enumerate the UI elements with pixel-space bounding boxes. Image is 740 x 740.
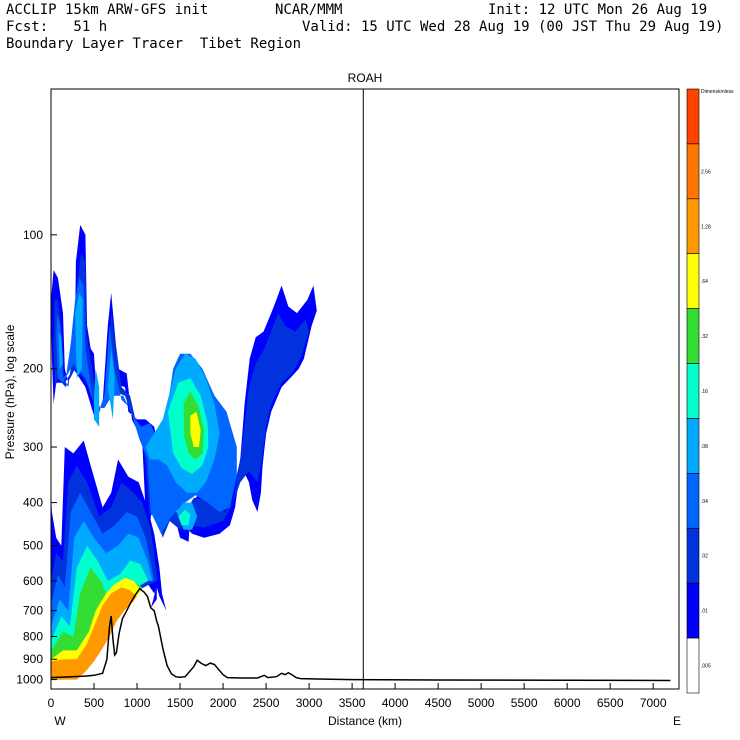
colorbar-label: .02 — [701, 554, 708, 560]
contour-band-.08 — [107, 348, 115, 420]
colorbar-label: .005 — [701, 664, 711, 670]
colorbar-swatch — [686, 637, 700, 694]
y-tick-label: 500 — [23, 539, 43, 553]
contour-band-1.28 — [51, 587, 137, 680]
x-tick-label: 2500 — [253, 696, 280, 710]
colorbar-label: .08 — [701, 444, 708, 450]
x-tick-label: 5000 — [468, 696, 495, 710]
chart-title: ROAH — [348, 71, 383, 85]
y-tick-label: 600 — [23, 574, 43, 588]
x-tick-label: 3500 — [339, 696, 366, 710]
colorbar-swatch — [686, 88, 700, 145]
colorbar-swatch — [686, 143, 700, 200]
y-tick-label: 300 — [23, 440, 43, 454]
x-tick-label: 7000 — [640, 696, 667, 710]
y-tick-label: 900 — [23, 652, 43, 666]
header-init: Init: 12 UTC Mon 26 Aug 19 — [488, 2, 708, 18]
y-axis-label: Pressure (hPa), log scale — [3, 324, 17, 459]
header-valid: Valid: 15 UTC Wed 28 Aug 19 (00 JST Thu … — [302, 19, 724, 35]
y-tick-label: 700 — [23, 604, 43, 618]
x-tick-label: 0 — [48, 696, 55, 710]
colorbar-label: Dimensionless — [701, 89, 734, 95]
terrain-line — [50, 587, 671, 682]
colorbar-label: 1.28 — [701, 224, 711, 230]
colorbar-swatch — [686, 363, 700, 419]
y-axis: 100 200 300 400 500 600 700 800 900 1000 — [16, 228, 57, 687]
header-model: ACCLIP 15km ARW-GFS init — [6, 2, 209, 18]
y-tick-label: 1000 — [16, 673, 43, 687]
colorbar-label: .16 — [701, 389, 708, 395]
colorbar-label: 2.56 — [701, 169, 711, 175]
x-tick-label: 5500 — [511, 696, 538, 710]
x-tick-label: 1500 — [167, 696, 194, 710]
x-tick-label: 4000 — [382, 696, 409, 710]
colorbar: Dimensionless 2.56 1.28 .64 .32 .16 .08 .04 .02.… — [686, 88, 734, 694]
tracer-contour-fills — [51, 224, 317, 680]
contour-band-.01 — [150, 584, 157, 608]
contour-band-.08 — [94, 368, 100, 427]
header-fcst: Fcst: 51 h — [6, 19, 108, 35]
contour-band-.08 — [58, 331, 63, 369]
colorbar-swatch — [686, 582, 700, 639]
colorbar-swatch — [686, 527, 700, 584]
contour-band-.64 — [190, 411, 201, 447]
colorbar-swatch — [686, 418, 700, 474]
x-tick-label: 500 — [84, 696, 104, 710]
colorbar-swatch — [686, 473, 700, 529]
x-west-label: W — [54, 714, 66, 728]
colorbar-label: .04 — [701, 499, 708, 505]
x-tick-label: 3000 — [296, 696, 323, 710]
header-product: Boundary Layer Tracer Tibet Region — [6, 36, 302, 52]
x-tick-label: 6000 — [554, 696, 581, 710]
header-org: NCAR/MMM — [275, 2, 343, 18]
colorbar-swatch — [686, 308, 700, 364]
colorbar-label: .01 — [701, 609, 708, 615]
x-tick-label: 2000 — [210, 696, 237, 710]
y-tick-label: 200 — [23, 362, 43, 376]
x-tick-label: 1000 — [124, 696, 151, 710]
contour-band-.02 — [53, 253, 310, 538]
colorbar-swatch — [686, 198, 700, 255]
y-tick-label: 800 — [23, 629, 43, 643]
plot-frame — [50, 88, 680, 690]
colorbar-label: .64 — [701, 279, 708, 285]
x-axis-label: Distance (km) — [328, 714, 402, 728]
colorbar-label: .32 — [701, 334, 708, 340]
x-axis: 0 500 1000 1500 2000 2500 3000 3500 4000 4500 5000… — [48, 683, 667, 710]
y-tick-label: 100 — [23, 228, 43, 242]
contour-band-.16 — [178, 509, 191, 526]
x-east-label: E — [673, 714, 681, 728]
y-tick-label: 400 — [23, 496, 43, 510]
contour-band-.01 — [51, 492, 57, 680]
x-tick-label: 4500 — [425, 696, 452, 710]
x-tick-label: 6500 — [597, 696, 624, 710]
colorbar-swatch — [686, 253, 700, 309]
contour-band-.08 — [75, 292, 83, 379]
